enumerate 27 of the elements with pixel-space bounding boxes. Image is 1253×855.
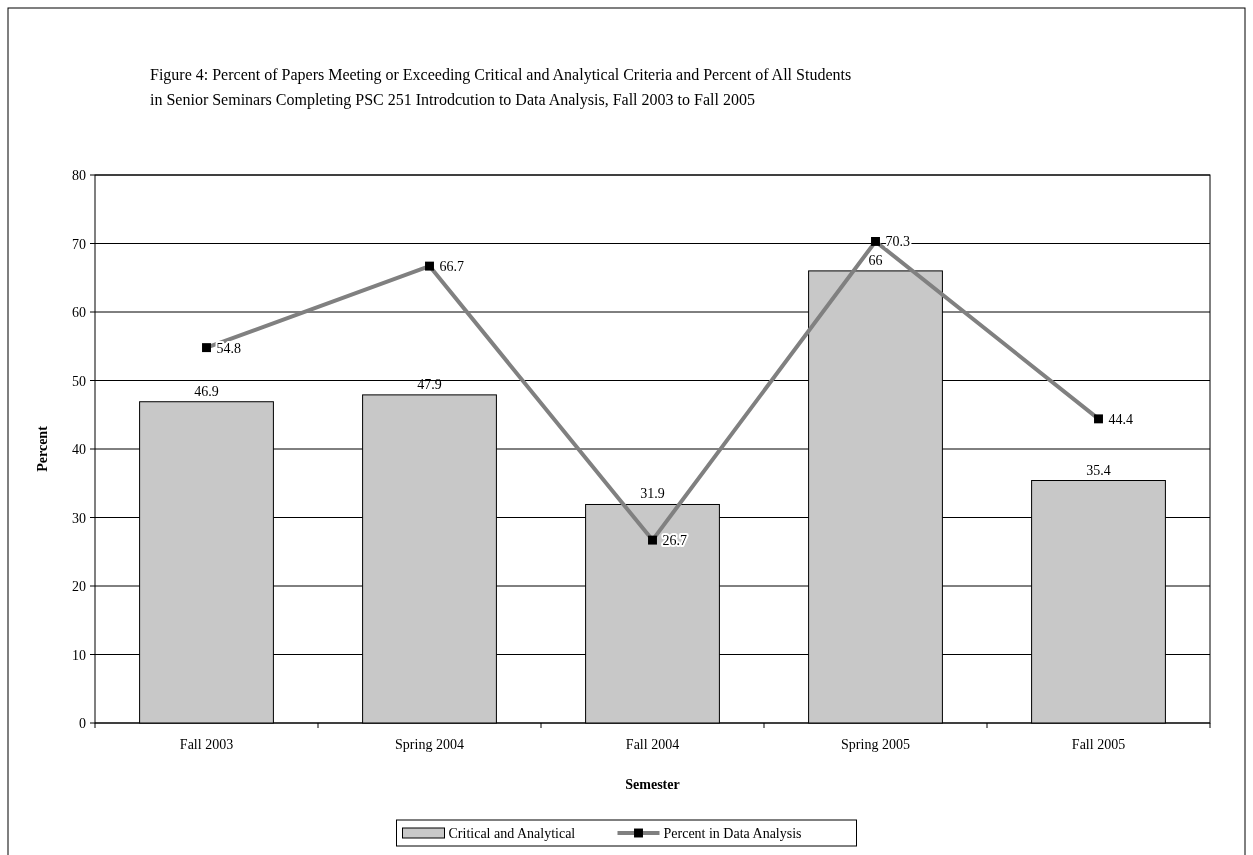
y-tick-label: 60 <box>72 305 86 320</box>
y-tick-label: 70 <box>72 236 86 252</box>
y-tick-label: 10 <box>72 647 86 663</box>
x-tick-label: Spring 2004 <box>395 737 464 752</box>
x-tick-label: Fall 2003 <box>179 737 234 752</box>
y-tick-label: 80 <box>72 168 86 183</box>
y-axis-title: Percent <box>35 425 50 472</box>
legend-label: Percent in Data Analysis <box>663 826 802 841</box>
y-tick-label: 40 <box>72 442 86 457</box>
data-label: 35.4 <box>1086 462 1111 478</box>
x-tick-label: Fall 2005 <box>1071 737 1126 752</box>
y-tick-label: 30 <box>72 510 86 526</box>
x-tick-label: Spring 2005 <box>841 737 910 752</box>
x-axis-title: Semester <box>625 777 680 792</box>
data-label: 31.9 <box>640 486 665 502</box>
data-label: 44.4 <box>1108 411 1133 427</box>
legend-label: Critical and Analytical <box>448 826 576 841</box>
y-tick-label: 20 <box>72 579 86 594</box>
data-label: 26.7 <box>662 533 687 549</box>
y-tick-label: 50 <box>72 373 86 389</box>
data-label: 46.9 <box>194 383 219 399</box>
chart-title: Figure 4: Percent of Papers Meeting or Exceeding Critical and Analytical Criteria and Percent of All Students in Senior Seminars Completing PSC 251 Introdcution to Data Analysis, Fall 2003 to Fall 2005 <box>150 66 852 109</box>
data-label: 66 <box>868 252 883 268</box>
data-label: 54.8 <box>216 340 241 356</box>
data-label: 66.7 <box>439 259 464 275</box>
y-tick-label: 0 <box>79 716 86 731</box>
x-tick-label: Fall 2004 <box>625 737 680 752</box>
